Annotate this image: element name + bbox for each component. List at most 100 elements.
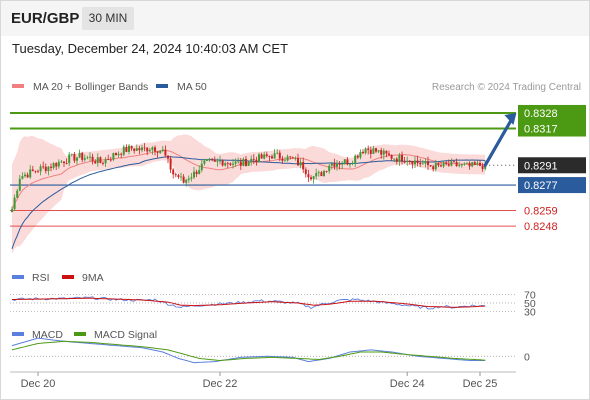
candle-body	[458, 165, 461, 167]
candle-body	[468, 162, 471, 167]
candle-body	[432, 166, 435, 170]
candle-body	[151, 147, 154, 150]
candle-body	[224, 163, 227, 166]
candle-body	[81, 152, 84, 160]
candle-body	[414, 160, 416, 165]
candle-body	[29, 169, 32, 178]
candle-body	[21, 176, 24, 179]
candle-body	[346, 159, 349, 165]
candle-body	[99, 157, 102, 163]
target-label-box	[518, 104, 586, 121]
candle-body	[102, 162, 104, 164]
candle-body	[13, 197, 16, 210]
candle-body	[148, 149, 151, 152]
x-tick-label: Dec 22	[203, 378, 238, 390]
pivot-label: 0.8277	[524, 180, 558, 192]
candle-body	[73, 153, 76, 161]
macd-panel: 0 MACD MACD Signal	[10, 329, 530, 363]
candle-body	[39, 166, 42, 172]
forecast-arrow-shaft	[483, 116, 515, 167]
candle-body	[104, 159, 107, 164]
legend-swatch	[156, 84, 168, 88]
candle-body	[185, 179, 188, 183]
candle-body	[122, 146, 125, 155]
legend-swatch	[74, 332, 86, 336]
candle-body	[278, 152, 281, 159]
target-label: 0.8317	[524, 124, 558, 136]
candle-body	[60, 161, 63, 163]
currency-pair-title: EUR/GBP	[11, 10, 80, 27]
candle-body	[117, 153, 120, 156]
candle-body	[219, 160, 221, 162]
target-label-box	[518, 120, 586, 137]
candle-body	[481, 165, 484, 169]
candle-body	[395, 158, 398, 162]
candle-body	[190, 177, 193, 179]
candle-body	[388, 153, 390, 155]
candle-body	[260, 154, 263, 159]
macd-signal-line	[11, 340, 486, 362]
candle-body	[193, 171, 195, 178]
candle-body	[42, 166, 45, 168]
candle-body	[450, 161, 453, 166]
rsi-level-label: 70	[524, 289, 536, 301]
legend-swatch	[62, 275, 74, 279]
candle-body	[109, 159, 112, 161]
candle-body	[281, 158, 284, 161]
candle-body	[299, 162, 302, 166]
timeframe-badge[interactable]: 30 MIN	[82, 7, 134, 30]
candle-body	[86, 157, 89, 159]
candle-body	[447, 164, 450, 166]
candle-body	[328, 165, 331, 172]
candle-body	[265, 154, 268, 157]
candle-body	[263, 154, 266, 159]
candle-body	[169, 158, 172, 170]
candle-body	[177, 175, 180, 178]
candle-body	[208, 158, 211, 160]
candle-body	[141, 147, 143, 151]
candle-body	[351, 163, 354, 164]
candle-body	[91, 156, 94, 162]
candle-body	[234, 161, 237, 164]
candle-body	[398, 154, 401, 162]
candle-body	[24, 174, 26, 177]
candle-body	[78, 152, 81, 158]
candle-body	[96, 157, 99, 164]
candle-body	[198, 170, 201, 175]
rsi-level-label: 30	[524, 307, 536, 319]
report-datetime: Tuesday, December 24, 2024 10:40:03 AM C…	[12, 41, 289, 56]
candle-body	[473, 162, 476, 165]
forecast-arrow-head	[504, 112, 517, 125]
candle-body	[161, 149, 164, 151]
candle-body	[250, 158, 253, 162]
candle-body	[128, 145, 130, 152]
candle-body	[294, 158, 297, 160]
x-tick-label: Dec 20	[21, 378, 56, 390]
credit-text: Research © 2024 Trading Central	[432, 82, 581, 93]
candle-body	[437, 162, 440, 166]
candle-body	[453, 161, 455, 163]
candle-body	[239, 161, 242, 166]
candle-body	[76, 157, 78, 161]
rsi-level-label: 50	[524, 298, 536, 310]
target-label: 0.8328	[524, 108, 558, 120]
candle-body	[427, 161, 429, 166]
candle-body	[213, 160, 216, 162]
candle-body	[164, 149, 167, 156]
candle-body	[135, 148, 138, 151]
candle-body	[338, 164, 341, 165]
candle-body	[63, 161, 65, 164]
candle-body	[390, 154, 393, 159]
legend-swatch	[12, 84, 24, 88]
legend-label: MA 20 + Bollinger Bands	[33, 81, 148, 93]
candle-body	[380, 150, 383, 155]
candle-body	[156, 151, 159, 153]
candle-body	[333, 163, 336, 167]
candle-body	[349, 163, 351, 165]
candle-body	[226, 163, 229, 165]
legend-swatch	[12, 275, 24, 279]
candle-body	[174, 174, 177, 176]
candle-body	[364, 148, 367, 154]
candle-body	[429, 165, 432, 167]
candle-body	[94, 161, 97, 164]
